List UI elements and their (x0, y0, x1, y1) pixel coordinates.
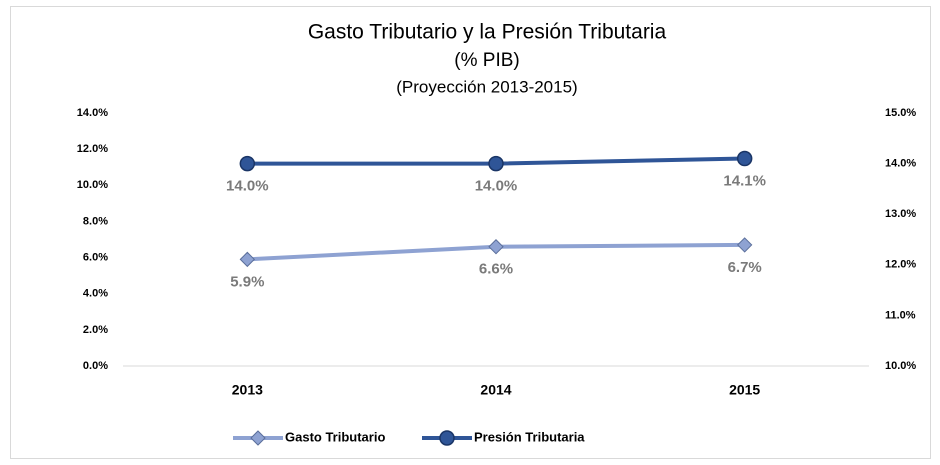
data-label: 6.7% (728, 259, 762, 276)
data-label: 14.0% (475, 178, 518, 195)
data-label: 6.6% (479, 261, 513, 278)
y-tick-label: 10.0% (77, 179, 108, 191)
data-label: 14.1% (723, 173, 766, 190)
y-tick-label: 4.0% (83, 288, 108, 300)
y-tick-label: 12.0% (77, 143, 108, 155)
y2-tick-label: 11.0% (885, 309, 916, 321)
y2-tick-label: 12.0% (885, 259, 916, 271)
data-point (736, 150, 753, 167)
x-tick-label: 2015 (729, 382, 760, 398)
chart-subtitle: (% PIB) (454, 50, 519, 71)
legend-marker (439, 430, 455, 446)
y-tick-label: 6.0% (83, 251, 108, 263)
y-tick-label: 8.0% (83, 215, 108, 227)
legend-label: Presión Tributaria (474, 429, 585, 444)
data-point (488, 239, 504, 255)
legend-marker (250, 430, 266, 446)
chart-frame (10, 6, 931, 459)
y-tick-label: 2.0% (83, 324, 108, 336)
data-point (239, 155, 256, 172)
y-tick-label: 0.0% (83, 360, 108, 372)
x-tick-label: 2013 (232, 382, 263, 398)
y2-tick-label: 13.0% (885, 208, 916, 220)
data-label: 5.9% (230, 273, 264, 290)
chart-subtitle: (Proyección 2013-2015) (396, 77, 577, 96)
data-point (239, 251, 256, 268)
y-tick-label: 14.0% (77, 107, 108, 119)
data-point (736, 237, 753, 253)
y2-tick-label: 10.0% (885, 360, 916, 372)
data-point (488, 155, 504, 172)
y2-tick-label: 15.0% (885, 107, 916, 119)
x-tick-label: 2014 (480, 382, 511, 398)
data-label: 14.0% (226, 178, 269, 195)
y2-tick-label: 14.0% (885, 158, 916, 170)
legend-label: Gasto Tributario (285, 429, 385, 444)
chart-title: Gasto Tributario y la Presión Tributaria (308, 21, 667, 44)
